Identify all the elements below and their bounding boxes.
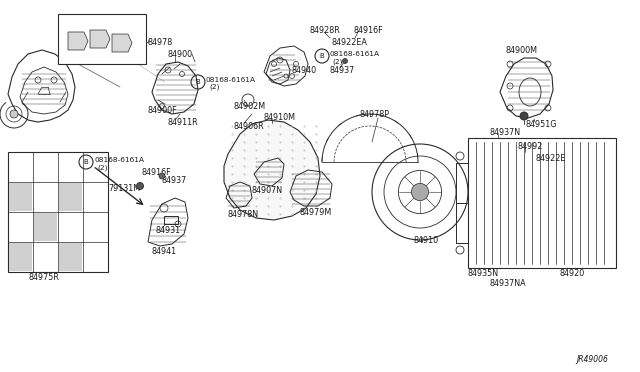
Text: 84978: 84978	[148, 38, 173, 46]
Bar	[58, 14, 146, 64]
Text: 84910M: 84910M	[264, 112, 296, 122]
Bar	[59, 183, 82, 211]
Circle shape	[520, 112, 528, 120]
Text: 84916F: 84916F	[354, 26, 383, 35]
Circle shape	[159, 173, 165, 179]
Bar	[9, 183, 32, 211]
Circle shape	[342, 58, 348, 64]
Text: 84940: 84940	[292, 65, 317, 74]
Text: 84935N: 84935N	[468, 269, 499, 279]
Bar	[8, 152, 108, 272]
Text: 84937: 84937	[162, 176, 188, 185]
Text: 79131M: 79131M	[108, 183, 140, 192]
Text: 08168-6161A: 08168-6161A	[206, 77, 256, 83]
Text: 84978P: 84978P	[360, 109, 390, 119]
Text: 84911R: 84911R	[168, 118, 198, 126]
Bar	[468, 138, 616, 268]
Text: B: B	[319, 53, 324, 59]
Text: 84928R: 84928R	[310, 26, 340, 35]
Bar	[59, 243, 82, 271]
Text: 84900: 84900	[168, 49, 193, 58]
Text: 84979M: 84979M	[300, 208, 332, 217]
Text: 84906R: 84906R	[234, 122, 264, 131]
Text: 84902M: 84902M	[234, 102, 266, 110]
Circle shape	[412, 183, 429, 201]
Text: 84975R: 84975R	[28, 273, 59, 282]
Polygon shape	[90, 30, 110, 48]
Text: 08168-6161A: 08168-6161A	[94, 157, 144, 163]
Text: 84920: 84920	[560, 269, 585, 279]
Text: 84951G: 84951G	[526, 119, 557, 128]
Text: (2): (2)	[209, 84, 220, 90]
Text: 08168-6161A: 08168-6161A	[330, 51, 380, 57]
Text: 84931: 84931	[156, 225, 181, 234]
Text: 84916F: 84916F	[142, 167, 172, 176]
Text: B: B	[84, 159, 88, 165]
Text: 84941: 84941	[152, 247, 177, 257]
Text: B: B	[196, 79, 200, 85]
Circle shape	[10, 110, 18, 118]
Text: 84937NA: 84937NA	[490, 279, 527, 289]
Polygon shape	[112, 34, 132, 52]
Text: 84900M: 84900M	[506, 45, 538, 55]
Text: (2): (2)	[97, 165, 108, 171]
Bar	[34, 213, 57, 241]
Polygon shape	[224, 120, 320, 220]
Text: 84992: 84992	[518, 141, 543, 151]
Text: JR49006: JR49006	[576, 356, 608, 365]
Text: 84907N: 84907N	[252, 186, 283, 195]
Polygon shape	[68, 32, 88, 50]
Circle shape	[136, 183, 143, 189]
Text: 84922E: 84922E	[536, 154, 566, 163]
Text: (2): (2)	[332, 59, 342, 65]
Text: 84900F: 84900F	[148, 106, 178, 115]
Text: 84937N: 84937N	[490, 128, 521, 137]
Text: 84937: 84937	[330, 65, 355, 74]
Bar	[9, 243, 32, 271]
Text: 84978N: 84978N	[228, 209, 259, 218]
Text: 84922EA: 84922EA	[332, 38, 368, 46]
Text: 84910: 84910	[414, 235, 439, 244]
